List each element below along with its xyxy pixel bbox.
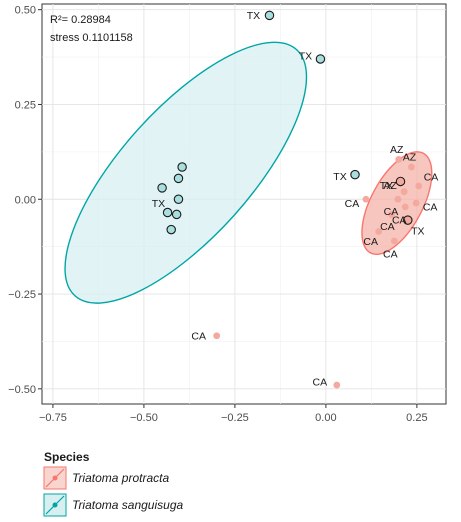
data-point bbox=[157, 183, 167, 193]
point-label: AZ bbox=[383, 180, 397, 192]
point-label: TX bbox=[152, 198, 165, 210]
data-point bbox=[390, 237, 398, 245]
x-axis: −0.75 −0.50 −0.25 0.00 0.25 bbox=[39, 404, 428, 424]
point-label: TX bbox=[333, 171, 346, 183]
legend-title: Species bbox=[44, 450, 90, 464]
point-label: AZ bbox=[390, 144, 404, 156]
point-label: CA bbox=[392, 214, 407, 226]
x-tick-label: −0.50 bbox=[130, 412, 158, 424]
point-label: CA bbox=[363, 236, 378, 248]
point-label: CA bbox=[383, 248, 398, 260]
y-tick-label: 0.00 bbox=[15, 194, 36, 206]
point-label: CA bbox=[423, 202, 438, 214]
x-tick-label: −0.25 bbox=[221, 412, 249, 424]
data-point bbox=[403, 215, 413, 225]
y-tick-label: −0.50 bbox=[8, 384, 36, 396]
point-label: CA bbox=[424, 171, 439, 183]
data-point bbox=[213, 332, 221, 340]
data-point bbox=[171, 209, 182, 220]
stress-annotation: stress 0.1101158 bbox=[50, 32, 133, 44]
legend: Species Triatoma protracta Triatoma sang… bbox=[43, 450, 183, 517]
data-point bbox=[395, 176, 406, 187]
point-label: CA bbox=[380, 221, 395, 233]
data-point bbox=[375, 228, 383, 235]
y-tick-label: −0.25 bbox=[8, 289, 36, 301]
data-point bbox=[173, 194, 184, 205]
x-tick-label: 0.25 bbox=[406, 412, 427, 424]
data-point bbox=[162, 207, 173, 218]
data-point bbox=[315, 54, 326, 64]
point-label: CA bbox=[313, 377, 328, 389]
data-point bbox=[333, 381, 341, 389]
point-label: AZ bbox=[403, 152, 417, 164]
point-label: CA bbox=[384, 206, 399, 218]
data-point bbox=[177, 162, 187, 172]
data-point bbox=[388, 211, 395, 218]
data-point bbox=[394, 195, 402, 203]
data-point bbox=[166, 224, 176, 235]
legend-key-protracta bbox=[43, 466, 67, 490]
point-label: TX bbox=[411, 226, 424, 238]
legend-label-protracta: Triatoma protracta bbox=[72, 471, 169, 485]
legend-key-sanguisuga bbox=[43, 493, 67, 517]
data-point bbox=[400, 188, 408, 196]
y-tick-label: 0.25 bbox=[15, 99, 36, 111]
r-squared-annotation: R²= 0.28984 bbox=[50, 14, 111, 26]
x-tick-label: −0.75 bbox=[39, 412, 67, 424]
point-label: CA bbox=[191, 330, 206, 342]
point-label: TX bbox=[247, 10, 260, 22]
y-tick-label: 0.50 bbox=[15, 5, 36, 17]
data-point bbox=[401, 203, 409, 211]
data-point bbox=[350, 169, 360, 180]
data-point bbox=[264, 10, 275, 21]
point-label: TX bbox=[380, 180, 393, 192]
data-point bbox=[395, 156, 403, 163]
data-points bbox=[157, 10, 423, 389]
point-label: CA bbox=[345, 198, 360, 210]
point-label: TX bbox=[299, 50, 312, 62]
ellipse-sanguisuga bbox=[64, 41, 308, 304]
data-point bbox=[173, 173, 184, 184]
y-axis: −0.50 −0.25 0.00 0.25 0.50 bbox=[8, 5, 42, 396]
data-point bbox=[415, 182, 423, 190]
legend-label-sanguisuga: Triatoma sanguisuga bbox=[72, 498, 183, 512]
data-point bbox=[362, 195, 370, 203]
data-point bbox=[408, 163, 415, 171]
data-point bbox=[412, 199, 420, 207]
x-tick-label: 0.00 bbox=[315, 412, 336, 424]
